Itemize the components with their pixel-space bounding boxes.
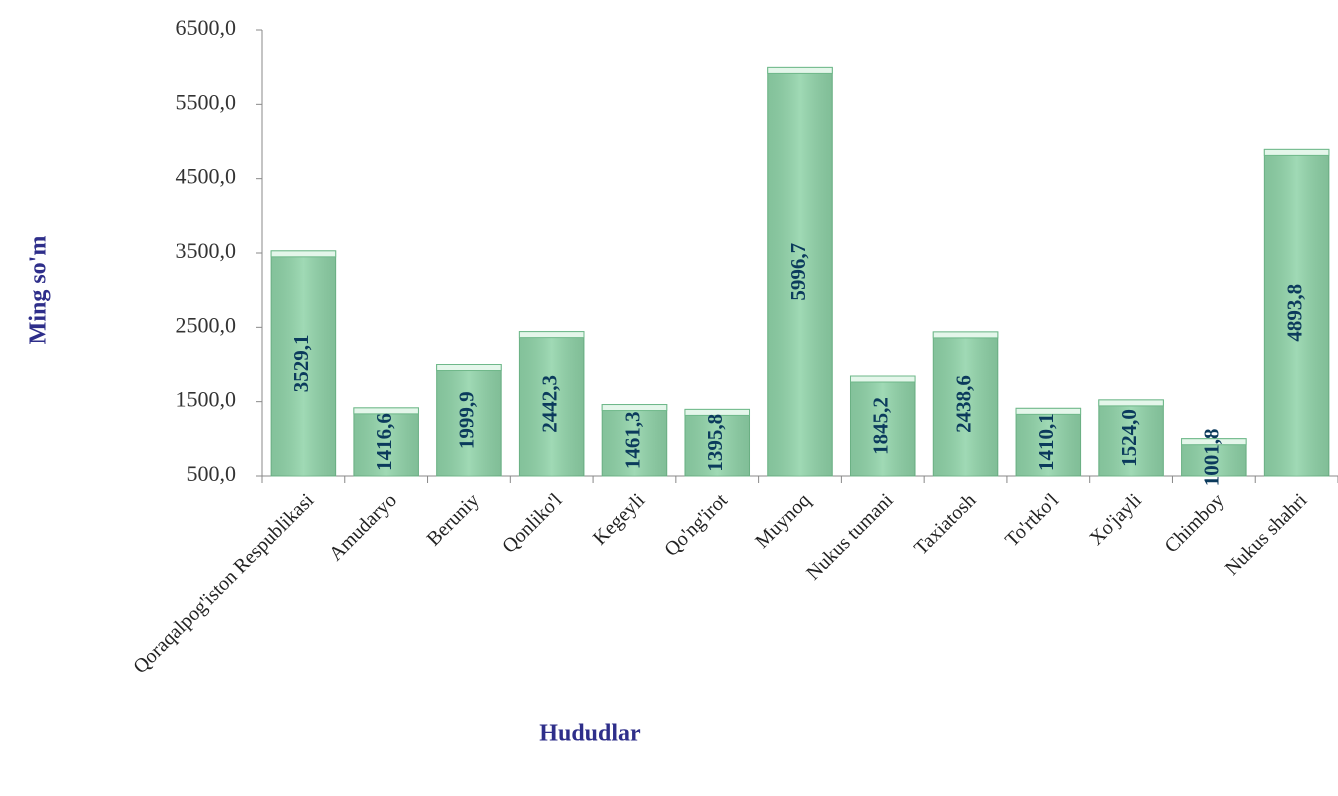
bar-cap xyxy=(270,250,337,258)
x-axis-title: Hududlar xyxy=(539,721,641,747)
bar-cap xyxy=(1263,148,1330,156)
y-tick-label: 2500,0 xyxy=(176,312,237,337)
value-label: 5996,7 xyxy=(786,243,810,301)
bar-cap xyxy=(1181,438,1247,446)
bar-cap xyxy=(353,407,419,415)
value-label: 1410,1 xyxy=(1034,413,1058,471)
y-tick-label: 3500,0 xyxy=(176,238,237,263)
y-tick-label: 5500,0 xyxy=(176,89,237,114)
bar-cap xyxy=(518,331,585,339)
x-tick-label: Qoraqalpog'iston Respublikasi xyxy=(129,489,318,678)
x-tick-label: To'rtko'l xyxy=(1001,489,1063,551)
value-label: 3529,1 xyxy=(289,335,313,393)
x-tick-label: Xo'jayli xyxy=(1085,489,1146,550)
bar-cap xyxy=(601,404,668,412)
bar-shade xyxy=(1016,408,1081,476)
bar-shade xyxy=(602,404,667,476)
bar-cap xyxy=(436,364,502,372)
value-label: 1416,6 xyxy=(372,413,396,471)
bar-cap xyxy=(1098,399,1164,407)
value-label: 1845,2 xyxy=(869,397,893,455)
value-label: 1524,0 xyxy=(1117,409,1141,467)
bar-cap xyxy=(1015,407,1082,415)
x-tick-label: Chimboy xyxy=(1160,489,1228,557)
value-label: 2442,3 xyxy=(538,375,562,433)
value-label: 4893,8 xyxy=(1282,284,1306,342)
bar-cap xyxy=(932,331,999,339)
bar-cap xyxy=(767,66,833,74)
y-tick-label: 6500,0 xyxy=(176,15,237,40)
x-tick-label: Nukus shahri xyxy=(1221,489,1312,580)
x-tick-label: Qo'ng'irot xyxy=(660,489,732,561)
value-label: 1395,8 xyxy=(703,414,727,472)
bar-shade xyxy=(519,331,584,476)
value-label: 2438,6 xyxy=(951,375,975,433)
bar-cap xyxy=(849,375,916,383)
bar-shade xyxy=(767,67,833,477)
x-tick-label: Amudaryo xyxy=(325,489,401,565)
x-tick-label: Qonliko'l xyxy=(498,489,567,558)
x-tick-label: Kegeyli xyxy=(589,489,650,550)
bar-cap xyxy=(684,408,751,416)
bar-shade xyxy=(353,407,419,476)
value-label: 1001,8 xyxy=(1200,428,1224,486)
bar-shade xyxy=(1098,399,1164,476)
x-tick-label: Beruniy xyxy=(423,489,484,550)
y-tick-label: 1500,0 xyxy=(176,387,237,412)
x-tick-label: Taxiatosh xyxy=(910,489,980,559)
y-tick-label: 500,0 xyxy=(187,461,237,486)
bar-shade xyxy=(933,331,998,476)
bar-shade xyxy=(850,376,916,476)
bar-shade xyxy=(1264,149,1329,476)
bar-shade xyxy=(271,250,336,476)
x-tick-label: Muynoq xyxy=(751,489,814,552)
bar-shade xyxy=(436,364,502,476)
value-label: 1999,9 xyxy=(455,391,479,449)
x-tick-label: Nukus tumani xyxy=(802,489,898,585)
y-axis-title: Ming so'm xyxy=(26,236,52,345)
y-tick-label: 4500,0 xyxy=(176,164,237,189)
value-label: 1461,3 xyxy=(620,411,644,469)
bar-shade xyxy=(684,409,750,476)
